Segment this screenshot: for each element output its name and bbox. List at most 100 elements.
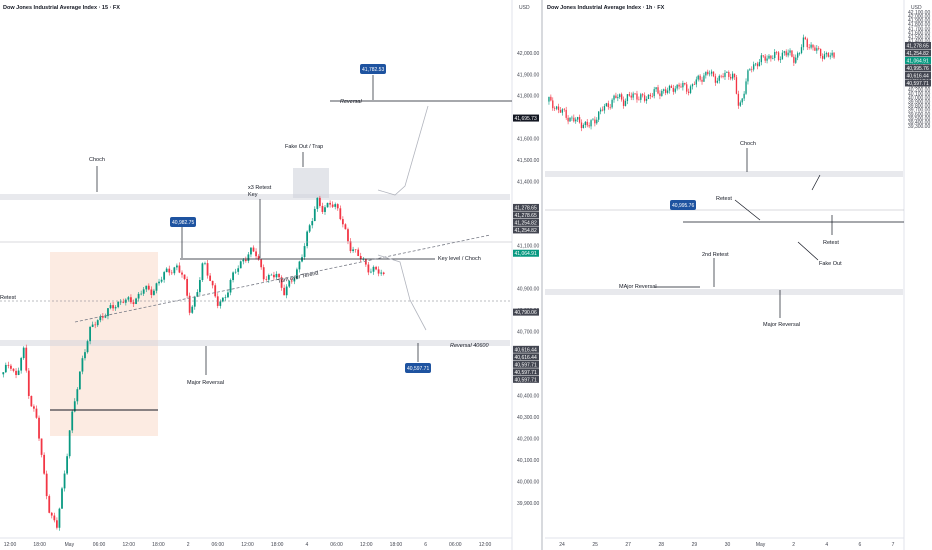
left-candle-body: [221, 297, 224, 302]
left-price-label: 41,254.82: [515, 228, 537, 234]
right-candle-body: [785, 51, 787, 56]
left-price-label: 41,278.65: [515, 205, 537, 211]
projection-down-path: [377, 254, 427, 331]
right-candle-body: [588, 125, 590, 127]
left-candle-body: [334, 204, 337, 207]
right-candle-body: [722, 76, 724, 77]
right-candle-body: [739, 102, 741, 106]
right-candle-body: [789, 50, 791, 53]
left-price-label-bg: [513, 375, 539, 383]
right-candle-body: [741, 98, 743, 103]
left-candle-body: [145, 285, 148, 290]
left-candle-body: [260, 259, 263, 268]
left-candle-body: [22, 347, 25, 359]
right-candle-body: [819, 48, 822, 57]
right-candle-body: [603, 105, 606, 111]
right-candle-body: [691, 84, 694, 87]
right-candle-body: [797, 53, 799, 58]
right-candle-body: [567, 117, 569, 122]
left-candle-body: [375, 266, 377, 270]
left-candle-body: [255, 251, 257, 257]
left-candle-body: [43, 454, 46, 474]
left-candle-body: [354, 249, 357, 251]
right-x-tick-label: 7: [892, 542, 895, 548]
right-candle-body: [575, 119, 577, 122]
right-candle-body: [747, 70, 749, 82]
retest-label-left: Retest: [0, 295, 16, 301]
right-candle-body: [806, 39, 808, 48]
left-candle-body: [40, 438, 43, 455]
right-candle-body: [624, 100, 627, 106]
right-candle-body: [592, 119, 594, 121]
right-y-tick-label: 41,900.00: [908, 18, 930, 24]
right-candle-body: [628, 94, 630, 96]
left-price-label: 41,695.73: [515, 116, 537, 122]
left-candle-body: [321, 205, 324, 212]
right-candle-body: [601, 109, 604, 111]
right-candle-body: [557, 106, 560, 111]
right-candle-body: [810, 44, 812, 48]
left-candle-body: [359, 255, 362, 260]
right-candle-body: [825, 53, 828, 55]
left-y-tick-label: 41,500.00: [517, 158, 539, 164]
left-candle-body: [89, 326, 91, 342]
left-candle-body: [285, 286, 288, 296]
right-candle-body: [783, 51, 785, 53]
left-candle-body: [158, 281, 160, 284]
right-candle-body: [607, 103, 609, 108]
callout-40982-bg: [170, 217, 196, 227]
left-candle-body: [370, 271, 372, 273]
callout-41782: 41,782.53: [362, 67, 384, 73]
right-candle-body: [775, 52, 778, 53]
retest-label-right: Retest: [716, 196, 732, 202]
right-candle-body: [563, 109, 565, 110]
left-candle-body: [4, 364, 7, 373]
left-y-tick-label: 41,800.00: [517, 94, 539, 100]
left-candle-body: [265, 279, 268, 280]
left-candle-body: [250, 247, 252, 255]
callout-40597-bg: [405, 363, 431, 373]
left-candle-body: [382, 272, 385, 274]
left-currency: USD: [519, 5, 530, 11]
right-candle-body: [640, 94, 642, 100]
right-candle-body: [659, 93, 661, 96]
right-candle-body: [833, 52, 835, 58]
left-candle-body: [257, 256, 260, 260]
right-candle-body: [636, 93, 638, 100]
left-candle-body: [329, 202, 331, 205]
left-price-label-bg: [513, 308, 539, 316]
left-candle-body: [150, 289, 153, 295]
right-y-tick-label: 42,000.00: [908, 14, 930, 20]
retest-pointer-right: [734, 199, 761, 221]
right-candle-body: [573, 117, 575, 122]
right-candle-body: [634, 93, 636, 95]
right-price-label: 40,995.76: [907, 66, 929, 72]
major-reversal-label-right: Major Reversal: [763, 322, 800, 328]
left-candle-body: [262, 267, 265, 280]
left-x-tick-label: 06:00: [212, 542, 225, 548]
reversal-40600-label: Reversal 40600: [450, 343, 489, 349]
left-candle-body: [364, 259, 367, 265]
right-candle-body: [672, 87, 674, 92]
second-retest-label: 2nd Retest: [702, 252, 729, 258]
right-candle-body: [768, 55, 770, 59]
left-candle-body: [344, 224, 347, 230]
right-candle-body: [774, 52, 776, 59]
left-candle-body: [86, 341, 89, 353]
right-candle-body: [617, 97, 619, 99]
trendline: [74, 234, 491, 323]
left-candle-body: [20, 358, 23, 371]
left-price-label-bg: [513, 211, 539, 219]
left-candle-body: [30, 395, 33, 407]
left-price-label-bg: [513, 218, 539, 226]
left-candles: [2, 195, 385, 531]
right-x-tick-label: 29: [692, 542, 698, 548]
right-candle-body: [745, 81, 747, 94]
left-price-label-bg: [513, 353, 539, 361]
left-candle-body: [117, 301, 120, 308]
left-candle-body: [227, 292, 229, 298]
left-candle-body: [160, 279, 163, 282]
left-candle-body: [78, 371, 81, 390]
left-candle-body: [178, 265, 181, 273]
